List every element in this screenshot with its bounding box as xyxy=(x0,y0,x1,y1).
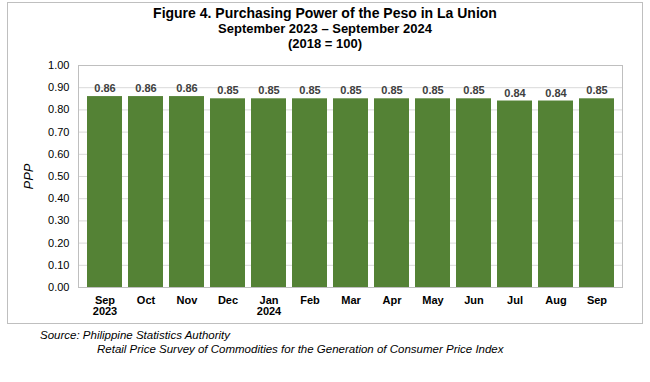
svg-text:0.85: 0.85 xyxy=(586,84,607,96)
svg-text:0.00: 0.00 xyxy=(48,281,69,293)
svg-text:0.85: 0.85 xyxy=(422,84,443,96)
svg-text:0.50: 0.50 xyxy=(48,170,69,182)
svg-text:0.84: 0.84 xyxy=(545,87,567,99)
svg-text:0.40: 0.40 xyxy=(48,192,69,204)
svg-text:May: May xyxy=(422,294,444,306)
svg-text:Jul: Jul xyxy=(507,294,523,306)
svg-text:Sep: Sep xyxy=(587,294,607,306)
svg-text:Feb: Feb xyxy=(300,294,320,306)
svg-text:Mar: Mar xyxy=(341,294,361,306)
svg-text:0.84: 0.84 xyxy=(504,87,526,99)
svg-text:Apr: Apr xyxy=(383,294,403,306)
html-text:Figure 4. Purchasing Power of: Figure 4. Purchasing Power of the Peso i… xyxy=(153,5,497,21)
svg-text:Dec: Dec xyxy=(218,294,238,306)
svg-text:Aug: Aug xyxy=(545,294,566,306)
svg-text:0.90: 0.90 xyxy=(48,81,69,93)
svg-text:0.85: 0.85 xyxy=(463,84,484,96)
html-text:Source: Philippine Statistics: Source: Philippine Statistics Authority xyxy=(40,329,231,341)
svg-text:PPP: PPP xyxy=(21,163,36,189)
svg-text:0.86: 0.86 xyxy=(135,82,156,94)
svg-text:0.85: 0.85 xyxy=(381,84,402,96)
svg-text:Nov: Nov xyxy=(177,294,199,306)
svg-text:1.00: 1.00 xyxy=(48,59,69,71)
svg-text:0.80: 0.80 xyxy=(48,103,69,115)
html-text:September 2023 – September 202: September 2023 – September 2024 xyxy=(218,21,432,36)
svg-text:Oct: Oct xyxy=(137,294,156,306)
svg-text:0.10: 0.10 xyxy=(48,259,69,271)
svg-text:Jan2024: Jan2024 xyxy=(257,294,282,317)
svg-text:0.20: 0.20 xyxy=(48,237,69,249)
svg-text:0.85: 0.85 xyxy=(217,84,238,96)
svg-text:0.70: 0.70 xyxy=(48,126,69,138)
svg-text:0.85: 0.85 xyxy=(299,84,320,96)
html-text:Retail Price Survey of Commodi: Retail Price Survey of Commodities for t… xyxy=(97,343,504,355)
svg-text:0.85: 0.85 xyxy=(340,84,361,96)
svg-text:0.86: 0.86 xyxy=(176,82,197,94)
svg-text:0.30: 0.30 xyxy=(48,214,69,226)
svg-text:Sep2023: Sep2023 xyxy=(93,294,117,317)
html-text:(2018 = 100): (2018 = 100) xyxy=(288,36,362,51)
svg-text:0.85: 0.85 xyxy=(258,84,279,96)
svg-text:0.60: 0.60 xyxy=(48,148,69,160)
svg-text:Jun: Jun xyxy=(464,294,484,306)
svg-text:0.86: 0.86 xyxy=(94,82,115,94)
